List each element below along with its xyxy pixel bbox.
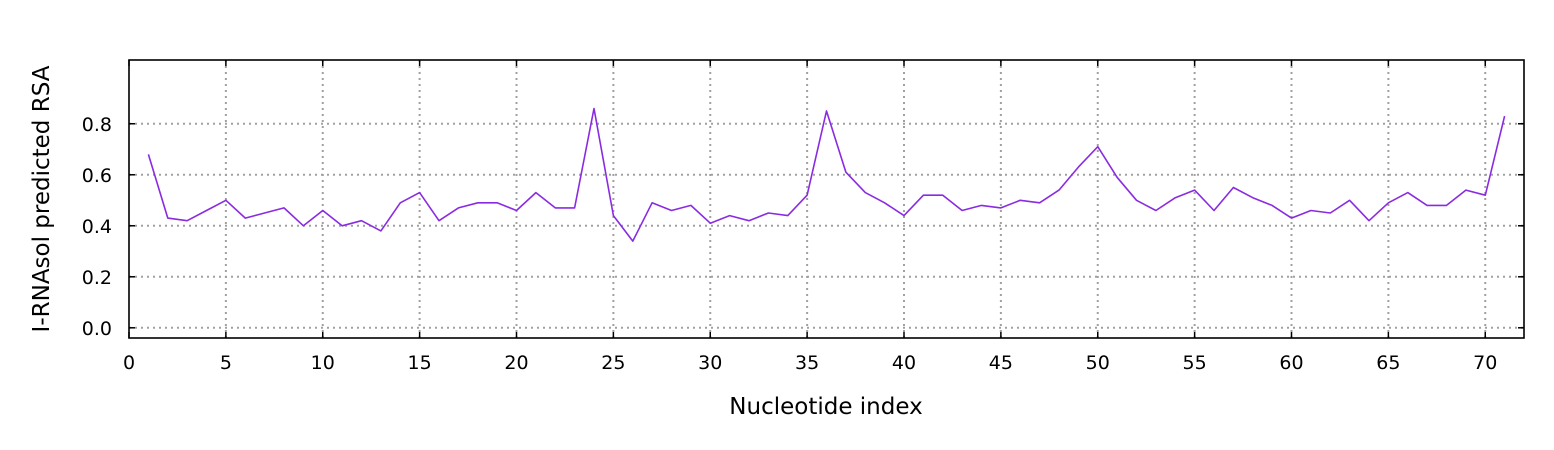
axis-ticks bbox=[128, 60, 1524, 338]
y-tick-label: 0.4 bbox=[82, 216, 112, 238]
series-line bbox=[147, 107, 1506, 242]
y-tick-labels: 0.0 0.2 0.4 0.6 0.8 bbox=[82, 114, 112, 340]
x-tick-label: 5 bbox=[220, 352, 232, 374]
x-tick-label: 55 bbox=[1183, 352, 1207, 374]
x-tick-label: 35 bbox=[795, 352, 819, 374]
x-tick-label: 70 bbox=[1473, 352, 1497, 374]
y-tick-label: 0.6 bbox=[82, 165, 112, 187]
x-tick-label: 65 bbox=[1376, 352, 1400, 374]
y-tick-label: 0.2 bbox=[82, 267, 112, 289]
x-tick-label: 60 bbox=[1279, 352, 1303, 374]
x-tick-label: 0 bbox=[123, 352, 135, 374]
x-tick-label: 50 bbox=[1086, 352, 1110, 374]
x-tick-label: 10 bbox=[311, 352, 335, 374]
x-tick-labels: 0 5 10 15 20 25 30 35 40 45 50 55 60 65 70 bbox=[123, 352, 1497, 374]
x-tick-label: 45 bbox=[989, 352, 1013, 374]
y-tick-label: 0.0 bbox=[82, 318, 112, 340]
x-axis-label: Nucleotide index bbox=[729, 394, 922, 420]
plot-frame bbox=[128, 59, 1525, 339]
y-axis-label: I-RNAsol predicted RSA bbox=[29, 65, 55, 332]
x-tick-label: 30 bbox=[698, 352, 722, 374]
y-tick-label: 0.8 bbox=[82, 114, 112, 136]
grid-lines bbox=[129, 60, 1524, 338]
x-tick-label: 25 bbox=[601, 352, 625, 374]
series-layer bbox=[147, 107, 1506, 242]
x-tick-label: 15 bbox=[408, 352, 432, 374]
x-tick-label: 20 bbox=[504, 352, 528, 374]
x-tick-label: 40 bbox=[892, 352, 916, 374]
